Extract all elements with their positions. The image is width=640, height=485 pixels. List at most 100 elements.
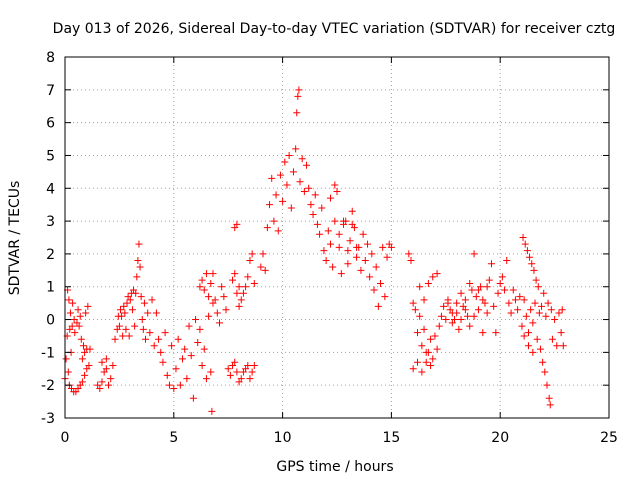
data-point [503,256,511,264]
axis-ticks: 0 5 10 15 20 25 -3 -2 -1 0 1 2 3 4 5 6 7 8 [41,50,618,446]
data-point [420,325,428,333]
data-point [523,247,531,255]
data-point [470,312,478,320]
data-point [111,335,119,343]
data-point [194,339,202,347]
data-point [501,286,509,294]
data-point [242,283,250,291]
data-point [528,260,536,268]
data-point [146,329,154,337]
data-point [544,299,552,307]
data-point [98,358,106,366]
data-point [448,319,456,327]
data-point [296,178,304,186]
data-point [529,319,537,327]
data-point [305,184,313,192]
data-point [257,263,265,271]
data-point [138,316,146,324]
data-point [348,207,356,215]
data-point [511,296,519,304]
data-point [136,263,144,271]
data-point [198,361,206,369]
data-point [557,329,565,337]
data-point [431,332,439,340]
data-point [429,273,437,281]
data-point [494,289,502,297]
data-point [424,279,432,287]
data-point [359,230,367,238]
data-point [161,329,169,337]
data-point [316,230,324,238]
y-tick-label: 6 [46,116,55,132]
data-point [414,329,422,337]
data-point [437,312,445,320]
data-point [237,296,245,304]
data-point [461,306,469,314]
data-point [379,243,387,251]
data-point [309,211,317,219]
data-point [509,286,517,294]
data-point [533,335,541,343]
data-point [134,256,142,264]
data-point [307,201,315,209]
data-point [231,270,239,278]
data-point [207,279,215,287]
data-point [276,171,284,179]
data-point [526,253,534,261]
data-point [466,322,474,330]
data-point [433,345,441,353]
data-point [281,158,289,166]
data-point [96,384,104,392]
data-point [337,270,345,278]
data-point [132,289,140,297]
data-point [224,365,232,373]
data-point [464,312,472,320]
data-point [333,188,341,196]
data-point [366,273,374,281]
data-point [150,342,158,350]
data-point [266,201,274,209]
data-point [363,240,371,248]
data-point [200,286,208,294]
data-point [75,322,83,330]
data-point [368,250,376,258]
data-point [455,325,463,333]
data-point [109,361,117,369]
data-point [107,375,115,383]
data-point [540,289,548,297]
data-point [492,329,500,337]
data-point [313,220,321,228]
data-point [116,306,124,314]
grid-lines [65,57,609,418]
data-point [261,266,269,274]
data-point [320,247,328,255]
data-point [68,322,76,330]
data-point [237,375,245,383]
data-point [440,302,448,310]
data-point [505,299,513,307]
data-point [102,355,110,363]
data-point [322,256,330,264]
data-point [318,204,326,212]
data-point [416,312,424,320]
data-point [263,224,271,232]
y-tick-label: -1 [41,345,55,361]
data-point [274,227,282,235]
data-point [83,345,91,353]
data-point [294,92,302,100]
data-point [181,345,189,353]
data-point [335,243,343,251]
data-point [295,86,303,94]
data-point [135,240,143,248]
data-point [518,322,526,330]
data-point [250,279,258,287]
data-point [140,299,148,307]
data-point [536,345,544,353]
data-point [163,371,171,379]
data-point [248,250,256,258]
data-point [202,375,210,383]
data-point [466,279,474,287]
data-point [157,348,165,356]
